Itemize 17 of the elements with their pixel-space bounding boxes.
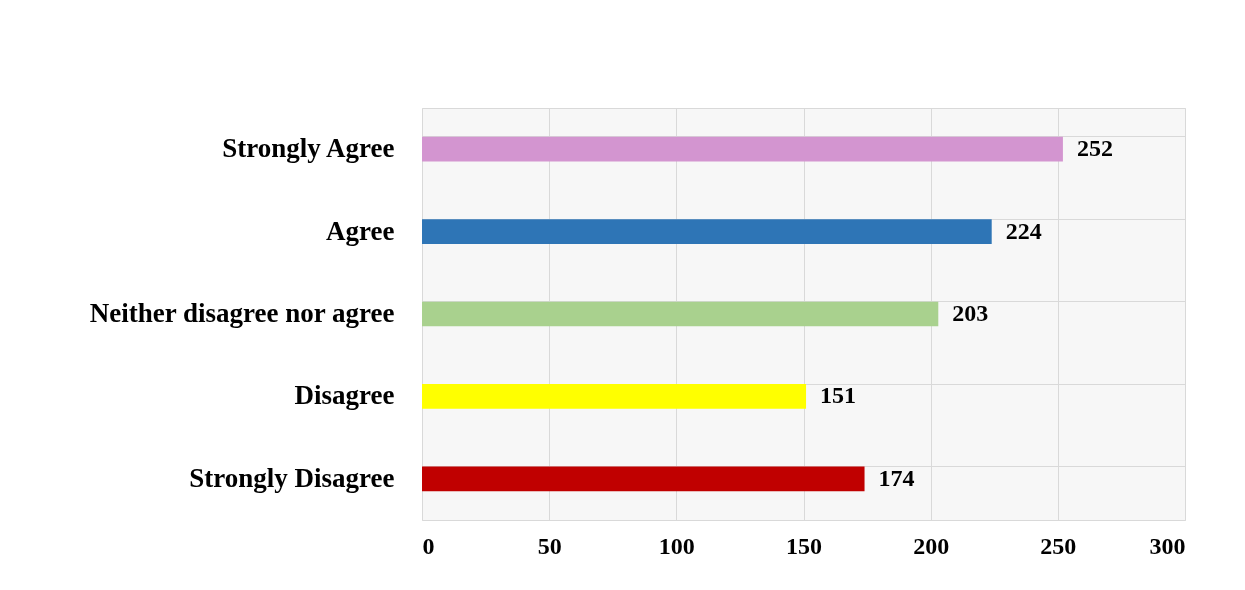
y-tick-label: Strongly Agree bbox=[222, 133, 395, 164]
data-label: 151 bbox=[820, 382, 857, 409]
y-tick-label: Strongly Disagree bbox=[189, 462, 395, 493]
data-label: 252 bbox=[1076, 135, 1113, 162]
x-tick-label: 250 bbox=[1040, 532, 1077, 559]
x-tick-label: 100 bbox=[658, 532, 695, 559]
y-tick-label: Disagree bbox=[294, 380, 395, 411]
x-tick-label: 300 bbox=[1149, 532, 1186, 559]
x-tick-label: 150 bbox=[786, 532, 822, 559]
x-tick-label: 0 bbox=[422, 532, 435, 559]
y-tick-label: Agree bbox=[326, 215, 395, 246]
data-label: 224 bbox=[1005, 217, 1042, 244]
data-label: 174 bbox=[878, 464, 915, 491]
y-tick-label: Neither disagree nor agree bbox=[89, 298, 395, 328]
x-tick-label: 200 bbox=[913, 532, 950, 559]
data-label: 203 bbox=[952, 300, 989, 326]
x-tick-label: 50 bbox=[537, 532, 562, 559]
